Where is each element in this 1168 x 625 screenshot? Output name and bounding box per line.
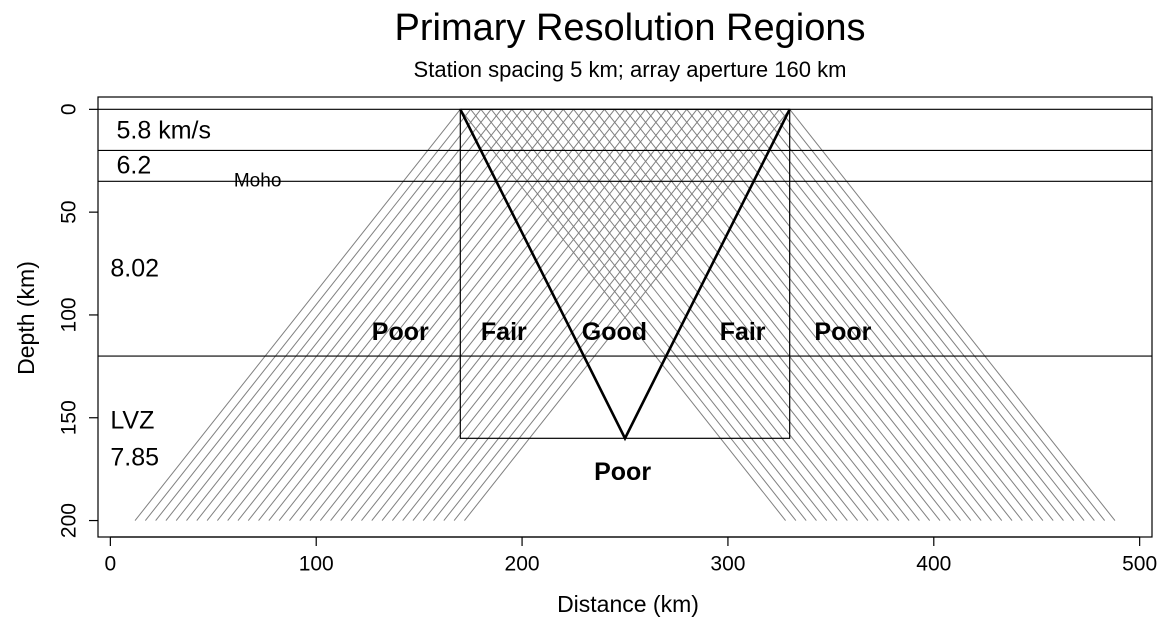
ray xyxy=(371,109,698,521)
ray xyxy=(453,109,780,521)
ray xyxy=(186,109,513,521)
ray xyxy=(737,109,1064,521)
ray xyxy=(144,109,471,521)
ray xyxy=(299,109,626,521)
chart-title: Primary Resolution Regions xyxy=(395,7,866,49)
ray xyxy=(422,109,749,521)
annotation: 8.02 xyxy=(110,254,159,282)
annotation: Moho xyxy=(234,170,282,191)
ray xyxy=(768,109,1095,521)
ray xyxy=(459,109,786,521)
x-tick-label: 300 xyxy=(710,553,745,576)
ray xyxy=(562,109,889,521)
ray xyxy=(706,109,1033,521)
ray xyxy=(789,109,1116,521)
ray xyxy=(227,109,554,521)
ray xyxy=(340,109,667,521)
ray xyxy=(247,109,574,521)
ray xyxy=(443,109,770,521)
ray xyxy=(490,109,817,521)
ray xyxy=(727,109,1054,521)
ray xyxy=(501,109,828,521)
annotation: Good xyxy=(582,318,647,346)
ray xyxy=(206,109,533,521)
ray xyxy=(511,109,838,521)
ray xyxy=(758,109,1085,521)
y-tick-label: 50 xyxy=(58,200,81,223)
ray xyxy=(552,109,879,521)
annotation: Poor xyxy=(372,318,429,346)
ray xyxy=(676,109,1003,521)
ray xyxy=(521,109,848,521)
ray xyxy=(155,109,482,521)
ray xyxy=(717,109,1044,521)
ray xyxy=(402,109,729,521)
ray xyxy=(330,109,657,521)
ray xyxy=(268,109,595,521)
ray xyxy=(289,109,616,521)
ray xyxy=(614,109,941,521)
ray xyxy=(583,109,910,521)
ray xyxy=(634,109,961,521)
ray xyxy=(175,109,502,521)
x-tick-label: 100 xyxy=(299,553,334,576)
ray xyxy=(381,109,708,521)
y-tick-label: 200 xyxy=(58,503,81,538)
annotation: Poor xyxy=(814,318,871,346)
x-tick-label: 500 xyxy=(1122,553,1157,576)
chart-subtitle: Station spacing 5 km; array aperture 160… xyxy=(414,57,847,82)
ray xyxy=(624,109,951,521)
x-tick-label: 0 xyxy=(105,553,117,576)
ray xyxy=(361,109,688,521)
ray xyxy=(480,109,807,521)
ray xyxy=(464,109,791,521)
annotation: Poor xyxy=(594,458,651,486)
ray xyxy=(165,109,492,521)
ray xyxy=(319,109,646,521)
ray xyxy=(278,109,605,521)
ray xyxy=(665,109,992,521)
y-tick-label: 0 xyxy=(58,103,81,115)
ray xyxy=(309,109,636,521)
v-line xyxy=(459,108,791,442)
ray xyxy=(542,109,869,521)
ray xyxy=(412,109,739,521)
y-tick-label: 150 xyxy=(58,400,81,435)
ray xyxy=(655,109,982,521)
ray xyxy=(433,109,760,521)
ray xyxy=(258,109,585,521)
annotation: 6.2 xyxy=(117,152,152,180)
x-tick-label: 400 xyxy=(916,553,951,576)
x-tick-label: 200 xyxy=(505,553,540,576)
ray xyxy=(645,109,972,521)
ray xyxy=(391,109,719,521)
ray xyxy=(237,109,564,521)
annotation: Fair xyxy=(720,318,766,346)
ray xyxy=(604,109,931,521)
ray xyxy=(748,109,1075,521)
annotation: LVZ xyxy=(110,406,154,434)
annotation: 5.8 km/s xyxy=(117,117,211,145)
x-axis-label: Distance (km) xyxy=(557,591,699,617)
y-axis-label: Depth (km) xyxy=(13,261,39,375)
annotation: Fair xyxy=(481,318,527,346)
ray xyxy=(196,109,523,521)
ray xyxy=(217,109,544,521)
ray xyxy=(134,109,461,521)
ray xyxy=(350,109,677,521)
y-tick-label: 100 xyxy=(58,297,81,332)
ray xyxy=(470,109,797,521)
ray xyxy=(686,109,1013,521)
ray xyxy=(696,109,1023,521)
ray xyxy=(779,109,1106,521)
ray xyxy=(593,109,920,521)
ray xyxy=(531,109,859,521)
ray xyxy=(573,109,900,521)
annotation: 7.85 xyxy=(110,443,159,471)
